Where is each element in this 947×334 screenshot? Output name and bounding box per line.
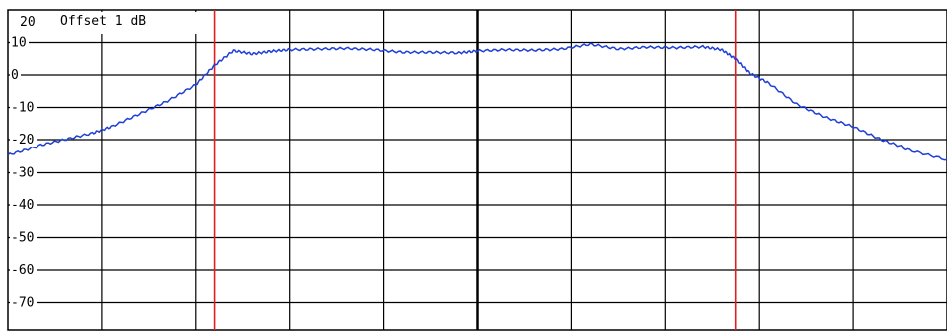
y-tick-label-bg [10,100,37,115]
y-tick-label-bg [10,198,37,212]
y-tick-label: 10 [11,36,27,51]
y-tick-labels: 10 0 -10 -20 -30 -40 -50 -60 -70 [10,35,37,311]
y-tick-label: -20 [11,133,34,148]
y-tick-label: 0 [11,68,19,83]
header-label-bg [11,12,199,34]
y-tick-label: -30 [11,166,34,181]
grid [8,10,947,330]
y-tick-label: -70 [11,296,34,311]
y-tick-label: -50 [11,231,34,246]
y-tick-label-bg [10,133,37,147]
y-tick-label-bg [10,295,37,310]
offset-label: Offset 1 dB [60,14,146,29]
y-tick-label-bg [10,68,21,82]
y-tick-label-bg [10,35,29,50]
marker-lines [213,10,737,330]
y-tick-label: -40 [11,198,34,213]
top-label: 20 [20,15,36,30]
trace-line [7,42,947,161]
y-tick-label-bg [10,165,37,180]
y-tick-label: -60 [11,263,34,278]
y-tick-label: -10 [11,101,34,116]
y-tick-label-bg [10,263,37,277]
y-tick-label-bg [10,230,37,245]
